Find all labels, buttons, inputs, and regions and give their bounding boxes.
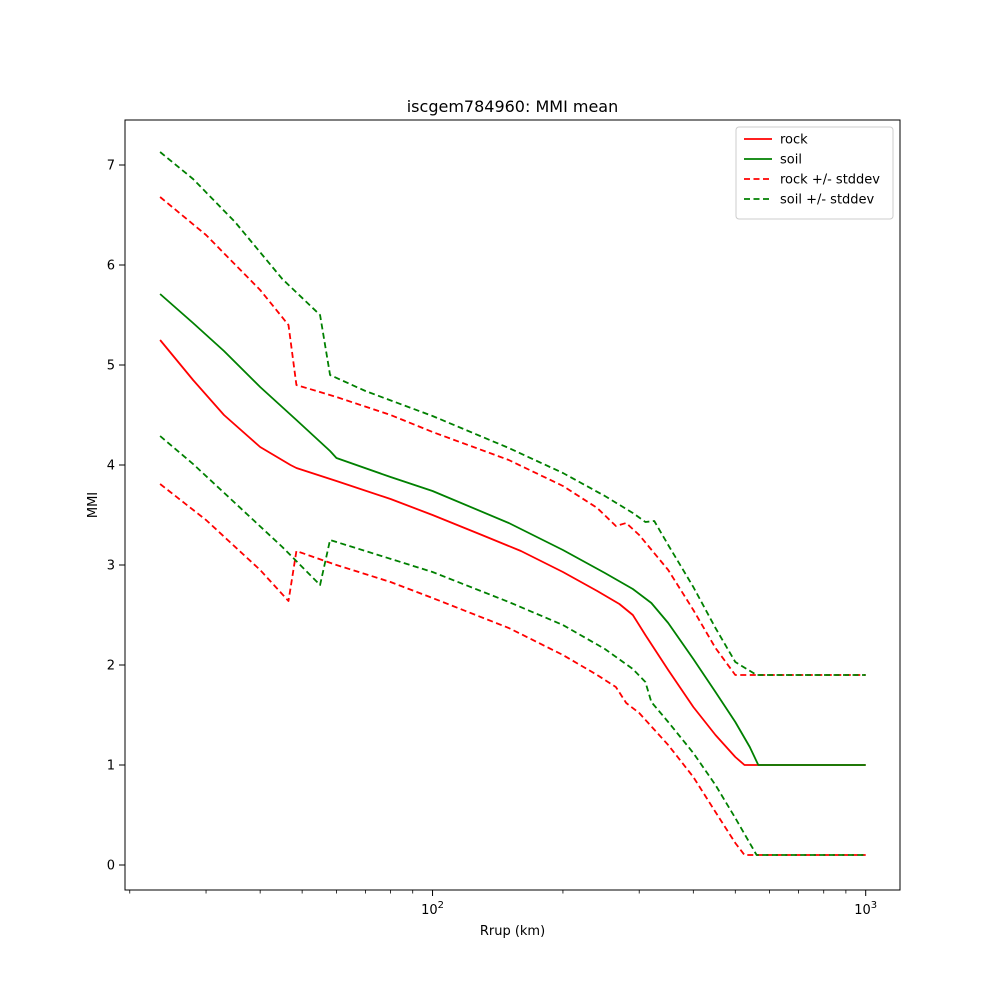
x-axis-label: Rrup (km) bbox=[480, 924, 545, 939]
y-tick-label-4: 4 bbox=[107, 459, 115, 474]
legend-label-1: soil bbox=[780, 153, 802, 168]
series-line-5 bbox=[159, 435, 866, 856]
y-tick-label-3: 3 bbox=[107, 559, 115, 574]
y-tick-label-6: 6 bbox=[107, 259, 115, 274]
series-line-0 bbox=[159, 339, 866, 766]
legend-label-2: rock +/- stddev bbox=[780, 173, 880, 188]
series-line-3 bbox=[159, 483, 866, 856]
plot-frame bbox=[124, 119, 901, 891]
series-line-4 bbox=[159, 151, 866, 676]
series-layer bbox=[159, 151, 866, 856]
series-line-1 bbox=[159, 293, 866, 766]
x-tick-label-1: 103 bbox=[854, 900, 877, 918]
x-tick-label-0: 102 bbox=[421, 900, 444, 918]
legend-label-0: rock bbox=[780, 133, 808, 148]
legend: rock soil rock +/- stddev soil +/- stddev bbox=[735, 126, 894, 220]
legend-label-3: soil +/- stddev bbox=[780, 193, 875, 208]
axes-layer: 102 103 0 1 2 3 4 5 6 7 bbox=[107, 119, 901, 918]
y-tick-label-7: 7 bbox=[107, 159, 115, 174]
y-axis-label: MMI bbox=[86, 492, 101, 518]
y-tick-label-5: 5 bbox=[107, 359, 115, 374]
y-tick-label-0: 0 bbox=[107, 859, 115, 874]
legend-box bbox=[735, 126, 894, 220]
y-tick-label-1: 1 bbox=[107, 759, 115, 774]
y-tick-label-2: 2 bbox=[107, 659, 115, 674]
series-line-2 bbox=[159, 196, 866, 676]
chart-title: iscgem784960: MMI mean bbox=[407, 97, 619, 116]
